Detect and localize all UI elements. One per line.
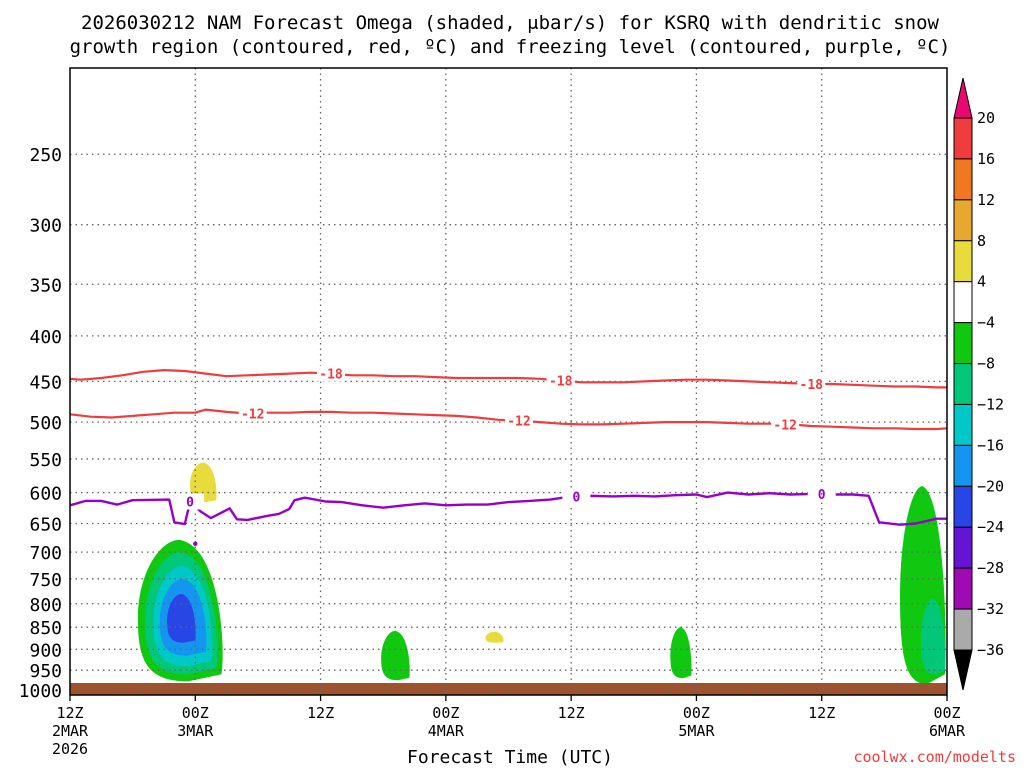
x-tick-label-84: 00Z <box>933 704 960 722</box>
x-axis-label: Forecast Time (UTC) <box>407 747 613 768</box>
x-tick-year-0: 2026 <box>52 740 88 758</box>
y-tick-label-400: 400 <box>29 327 62 348</box>
y-tick-label-950: 950 <box>29 661 62 682</box>
y-tick-label-450: 450 <box>29 372 62 393</box>
y-tick-label-700: 700 <box>29 543 62 564</box>
contour-label-bg-minus12-1 <box>504 412 533 429</box>
y-tick-label-800: 800 <box>29 595 62 616</box>
omega-region-4 <box>167 593 196 643</box>
watermark: coolwx.com/modelts <box>853 748 1016 766</box>
colorbar-label-4: 4 <box>977 273 986 291</box>
y-tick-label-250: 250 <box>29 145 62 166</box>
colorbar-label-7: −12 <box>977 395 1004 413</box>
y-tick-label-650: 650 <box>29 515 62 536</box>
contour-label-minus18-0: -18 <box>319 368 343 383</box>
colorbar-label-1: 16 <box>977 150 995 168</box>
contour-minus18: -18 -18 -18 <box>69 365 947 393</box>
contour-label-bg-freezing-1 <box>562 488 591 505</box>
x-tick-label-12: 00Z <box>182 704 209 722</box>
colorbar-swatch-2 <box>953 199 973 242</box>
colorbar-label-6: −8 <box>977 355 995 373</box>
x-tick-label-24: 12Z <box>307 704 334 722</box>
x-tick-label-48: 12Z <box>558 704 585 722</box>
colorbar-label-8: −16 <box>977 436 1004 454</box>
contour-label-minus12-1: -12 <box>507 415 530 430</box>
omega-region-7 <box>485 631 504 643</box>
omega-region-8 <box>670 627 692 679</box>
y-tick-label-1000: 1000 <box>19 681 62 702</box>
x-tick-label-0: 12Z <box>56 704 83 722</box>
colorbar-label-3: 8 <box>977 232 986 250</box>
x-tick-label-36: 00Z <box>432 704 459 722</box>
colorbar-swatch-8 <box>953 444 973 487</box>
colorbar-swatch-7 <box>953 403 973 446</box>
colorbar-swatch-12 <box>953 608 973 651</box>
y-tick-label-350: 350 <box>29 275 62 296</box>
colorbar-label-5: −4 <box>977 314 995 332</box>
contour-label-bg-freezing-0 <box>176 493 205 510</box>
colorbar-swatch-9 <box>953 485 973 528</box>
colorbar-swatch-11 <box>953 567 973 610</box>
contour-label-bg-minus18-0 <box>317 365 346 382</box>
contour-label-bg-minus12-0 <box>238 405 267 422</box>
contour-label-bg-minus18-1 <box>546 372 575 389</box>
omega-region-10 <box>920 598 946 675</box>
colorbar-label-2: 12 <box>977 191 995 209</box>
contour-label-minus18-1: -18 <box>549 375 573 390</box>
y-tick-label-850: 850 <box>29 618 62 639</box>
colorbar-swatch-0 <box>953 117 973 160</box>
contour-label-freezing-0: 0 <box>186 496 194 511</box>
y-tick-label-600: 600 <box>29 484 62 505</box>
contour-label-minus18-2: -18 <box>800 378 824 393</box>
y-tick-label-500: 500 <box>29 413 62 434</box>
contour-label-bg-minus18-2 <box>797 375 826 392</box>
contour-label-minus12-2: -12 <box>773 418 796 433</box>
ground-band <box>70 683 947 695</box>
y-tick-label-900: 900 <box>29 640 62 661</box>
omega-shading <box>137 462 946 685</box>
y-tick-label-300: 300 <box>29 216 62 237</box>
x-tick-date-36: 4MAR <box>428 722 465 740</box>
x-tick-label-72: 12Z <box>808 704 835 722</box>
x-tick-label-60: 00Z <box>683 704 710 722</box>
colorbar-swatch-1 <box>953 158 973 201</box>
colorbar-label-0: 20 <box>977 109 995 127</box>
x-tick-date-60: 5MAR <box>678 722 715 740</box>
x-tick-date-0: 2MAR <box>52 722 89 740</box>
colorbar-label-10: −24 <box>977 518 1004 536</box>
colorbar-swatch-3 <box>953 240 973 283</box>
colorbar-label-12: −32 <box>977 600 1004 618</box>
colorbar-label-11: −28 <box>977 559 1004 577</box>
contour-label-bg-minus12-2 <box>771 416 800 433</box>
colorbar-label-9: −20 <box>977 477 1004 495</box>
contour-label-freezing-2: 0 <box>818 488 826 503</box>
x-tick-date-84: 6MAR <box>929 722 966 740</box>
colorbar: 20 16 12 8 4 −4 −8 −12 −16 −20 −24 −28 −32 −36 <box>953 77 1004 691</box>
y-axis: 2503003504004505005506006507007508008509… <box>19 145 62 702</box>
colorbar-top-arrow <box>953 77 973 119</box>
y-tick-label-550: 550 <box>29 450 62 471</box>
omega-region-6 <box>381 630 410 681</box>
contour-label-minus12-0: -12 <box>241 408 264 423</box>
contour-dot-freezing <box>193 541 198 546</box>
colorbar-label-13: −36 <box>977 641 1004 659</box>
colorbar-bottom-arrow <box>953 649 973 691</box>
plot-frame <box>69 67 948 696</box>
colorbar-swatch-5 <box>953 322 973 365</box>
colorbar-swatch-4 <box>953 281 973 324</box>
contour-minus12: -12 -12 -12 <box>69 405 948 433</box>
x-tick-date-12: 3MAR <box>177 722 214 740</box>
colorbar-swatch-10 <box>953 526 973 569</box>
plot-area: -18 -18 -18 -12 -12 -12 0 0 0 250 300 350 400 450 500 5… <box>19 67 966 758</box>
chart-title-line-1: 2026030212 NAM Forecast Omega (shaded, μ… <box>81 12 939 34</box>
chart-title-line-2: growth region (contoured, red, ºC) and f… <box>70 36 951 58</box>
contour-freezing: 0 0 0 <box>69 485 947 546</box>
colorbar-swatch-6 <box>953 363 973 405</box>
contour-label-bg-freezing-2 <box>807 485 836 502</box>
contour-label-freezing-1: 0 <box>572 490 580 505</box>
y-tick-label-750: 750 <box>29 570 62 591</box>
